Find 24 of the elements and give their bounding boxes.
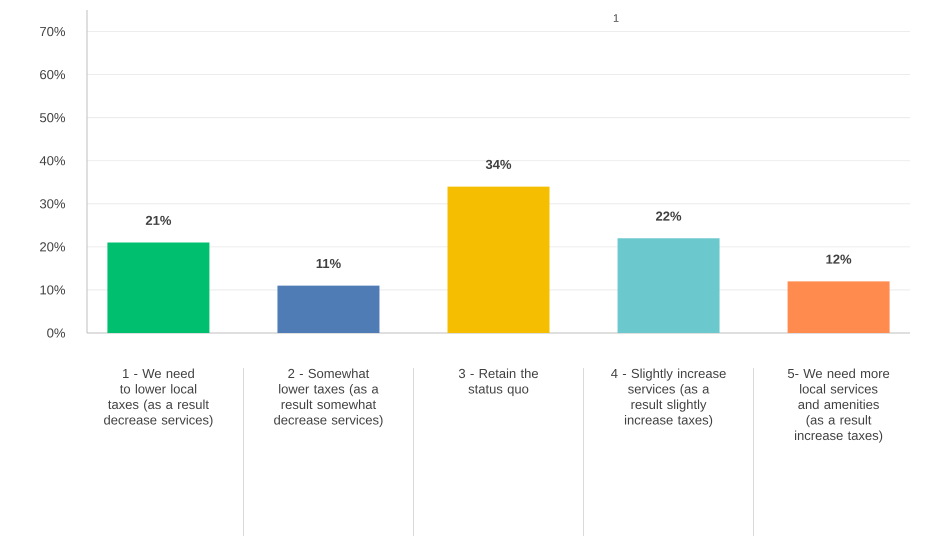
- data-label: 11%: [316, 258, 341, 268]
- bar: [107, 242, 210, 333]
- x-tick-label: 4 - Slightly increase services (as a result slightly increase taxes): [611, 368, 726, 428]
- y-tick-label: 40%: [40, 156, 66, 166]
- x-tick-label: 5- We need more local services and amenities (as a result increase taxes): [788, 368, 890, 443]
- y-tick-label: 70%: [40, 26, 66, 36]
- y-tick-label: 30%: [40, 199, 66, 208]
- y-tick-label: 0%: [47, 328, 66, 338]
- x-tick-label: 2 - Somewhat lower taxes (as a result somewhat decrease services): [274, 368, 383, 428]
- bar: [788, 281, 890, 333]
- data-label: 12%: [826, 254, 852, 264]
- data-label: 22%: [656, 212, 682, 221]
- y-tick-label: 50%: [40, 113, 66, 122]
- x-tick-label: 1 - We need to lower local taxes (as a result decrease services): [104, 368, 213, 428]
- y-tick-label: 20%: [40, 242, 66, 252]
- data-label: 21%: [146, 216, 172, 226]
- bar: [448, 186, 550, 333]
- data-label: 34%: [486, 160, 512, 170]
- y-tick-label: 10%: [40, 285, 66, 295]
- bar: [277, 286, 380, 333]
- x-tick-label: 3 - Retain the status quo: [458, 368, 538, 396]
- annotation: 1: [614, 14, 619, 22]
- y-tick-label: 60%: [40, 70, 66, 80]
- bar: [618, 238, 720, 333]
